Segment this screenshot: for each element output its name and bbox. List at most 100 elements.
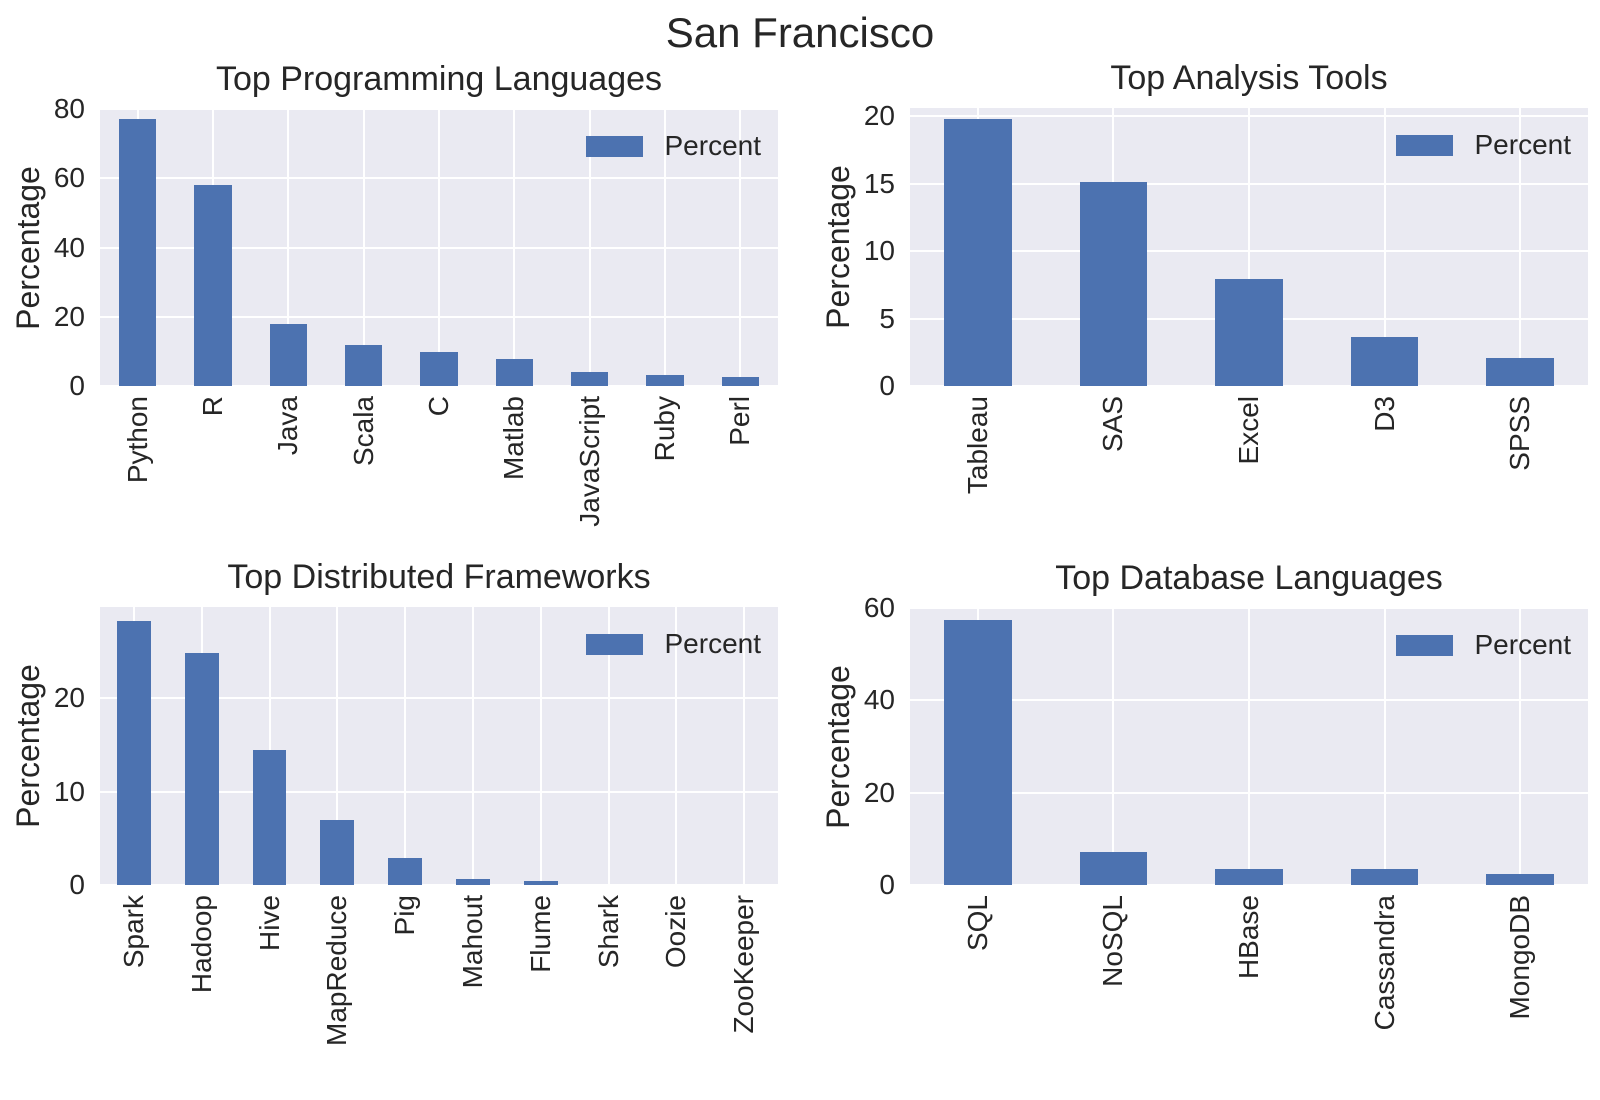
x-tick-label-javascript: JavaScript — [573, 396, 605, 527]
y-tick-label-20: 20 — [53, 682, 85, 714]
y-tick-label-15: 15 — [863, 167, 895, 199]
bar-sql — [943, 619, 1012, 885]
x-tick-label-d3: D3 — [1368, 396, 1400, 432]
x-tick-label-hadoop: Hadoop — [185, 895, 217, 994]
legend-swatch — [1395, 134, 1453, 156]
bar-excel — [1215, 279, 1283, 386]
subplot-top-analysis-tools: Top Analysis Tools Percentage Percent 0 5… — [820, 61, 1588, 494]
x-tick-label-python: Python — [121, 396, 153, 484]
plot-area: Percent — [910, 108, 1588, 386]
bar-c — [420, 352, 458, 386]
x-tick-label-hive: Hive — [253, 895, 285, 952]
subplot-title: Top Analysis Tools — [1110, 59, 1388, 97]
gridline-x-shark — [607, 607, 610, 885]
x-tick-label-perl: Perl — [724, 396, 756, 446]
bar-hadoop — [184, 652, 219, 885]
x-tick-label-matlab: Matlab — [498, 396, 530, 481]
x-tick-label-hbase: HBase — [1233, 895, 1264, 980]
bar-mapreduce — [320, 819, 355, 885]
bar-d3 — [1350, 337, 1419, 386]
legend: Percent — [1395, 131, 1571, 159]
bar-spark — [116, 621, 151, 885]
x-tick-label-tableau: Tableau — [961, 396, 993, 495]
x-tick-label-oozie: Oozie — [660, 895, 692, 969]
gridline-y-20 — [100, 697, 778, 700]
plot-area: Percent — [100, 607, 778, 885]
gridline-y-40 — [910, 699, 1588, 702]
gridline-y-20 — [100, 315, 778, 318]
legend: Percent — [585, 130, 762, 161]
subplot-title: Top Programming Languages — [215, 60, 663, 98]
bar-matlab — [495, 359, 534, 386]
x-tick-label-sql: SQL — [961, 895, 993, 952]
bar-ruby — [646, 374, 684, 386]
gridline-y-60 — [910, 608, 1588, 609]
x-tick-label-cassandra: Cassandra — [1368, 895, 1400, 1031]
gridline-x-excel — [1248, 108, 1250, 386]
x-tick-label-mahout: Mahout — [456, 895, 488, 989]
y-tick-label-10: 10 — [863, 235, 895, 266]
x-tick-label-java: Java — [272, 396, 304, 456]
bar-javascript — [570, 371, 609, 386]
y-tick-label-80: 80 — [53, 93, 85, 124]
legend-swatch — [585, 633, 643, 655]
gridline-x-flume — [539, 607, 542, 885]
gridline-x-nosql — [1112, 608, 1115, 885]
legend-label: Percent — [664, 628, 762, 659]
plot-area: Percent — [910, 608, 1588, 885]
y-tick-label-40: 40 — [863, 684, 895, 716]
x-tick-label-scala: Scala — [347, 396, 379, 467]
gridline-y-15 — [910, 182, 1588, 185]
bar-hive — [252, 749, 287, 885]
gridline-y-60 — [100, 177, 778, 180]
x-tick-label-shark: Shark — [592, 895, 624, 969]
bar-cassandra — [1350, 869, 1419, 885]
subplot-title: Top Distributed Frameworks — [227, 558, 651, 596]
x-tick-label-ruby: Ruby — [649, 396, 680, 462]
gridline-x-zookeeper — [743, 607, 746, 885]
figure-title: San Francisco — [665, 9, 935, 56]
gridline-y-20 — [910, 115, 1588, 118]
gridline-x-d3 — [1383, 108, 1386, 386]
legend-label: Percent — [1474, 629, 1572, 660]
y-tick-label-20: 20 — [863, 100, 895, 132]
bar-perl — [721, 376, 760, 386]
gridline-x-cassandra — [1383, 608, 1386, 885]
gridline-y-0 — [100, 884, 778, 885]
legend-swatch — [585, 135, 643, 157]
bar-java — [269, 323, 308, 386]
x-tick-label-r: R — [197, 396, 228, 417]
bar-r — [194, 185, 232, 386]
gridline-y-10 — [910, 250, 1588, 252]
x-tick-label-c: C — [423, 396, 454, 417]
y-axis-label: Percentage — [820, 664, 856, 829]
x-tick-label-mapreduce: MapReduce — [321, 895, 353, 1046]
bar-tableau — [943, 118, 1012, 386]
y-tick-label-20: 20 — [863, 776, 895, 808]
legend-label: Percent — [664, 130, 762, 161]
bar-flume — [523, 881, 558, 885]
gridline-x-mahout — [471, 607, 474, 885]
legend: Percent — [585, 628, 762, 659]
bar-hbase — [1215, 869, 1283, 885]
bar-sas — [1079, 182, 1148, 386]
y-tick-label-0: 0 — [69, 869, 85, 900]
y-tick-label-0: 0 — [879, 869, 895, 900]
y-tick-label-0: 0 — [879, 370, 895, 401]
y-tick-label-0: 0 — [69, 370, 85, 401]
y-tick-label-5: 5 — [879, 302, 895, 334]
x-tick-label-mongodb: MongoDB — [1504, 895, 1536, 1020]
y-tick-label-40: 40 — [53, 231, 85, 263]
y-tick-label-60: 60 — [863, 592, 895, 623]
gridline-y-40 — [100, 246, 778, 249]
x-tick-label-spark: Spark — [117, 895, 149, 969]
bar-python — [118, 119, 157, 386]
gridline-x-oozie — [675, 607, 678, 885]
subplot-top-programming-languages: Top Programming Languages Percentage Per… — [10, 62, 778, 527]
bar-scala — [344, 344, 383, 386]
bar-spss — [1486, 357, 1555, 386]
gridline-x-mapreduce — [336, 607, 339, 885]
gridline-x-spss — [1519, 108, 1522, 386]
gridline-y-10 — [100, 790, 778, 793]
